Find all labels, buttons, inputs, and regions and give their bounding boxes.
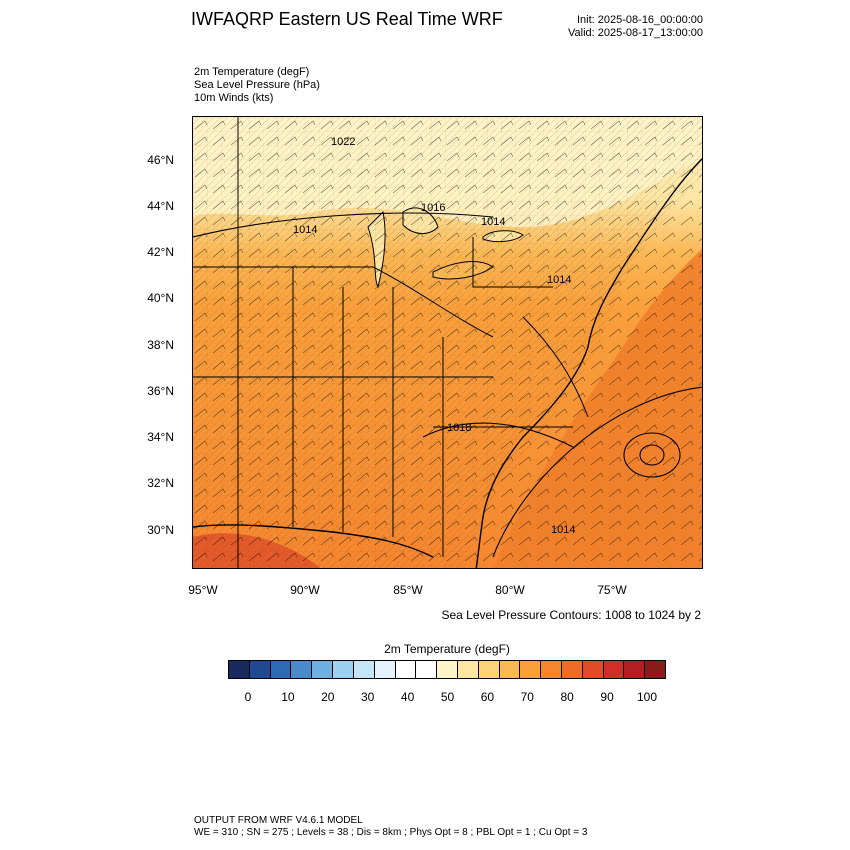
pressure-label: 1018 <box>447 422 471 434</box>
plot-title: IWFAQRP Eastern US Real Time WRF <box>191 9 503 29</box>
lon-label: 95°W <box>188 583 218 597</box>
colorbar-label: 20 <box>321 690 335 704</box>
colorbar-swatch <box>333 661 354 678</box>
state-borders <box>193 117 589 568</box>
gulf-coastline <box>193 524 434 558</box>
colorbar-swatch <box>624 661 646 678</box>
colorbar-label: 90 <box>600 690 614 704</box>
colorbar-swatch <box>562 661 583 678</box>
colorbar-label: 40 <box>400 690 415 704</box>
init-time: Init: 2025-08-16_00:00:00 <box>577 14 703 26</box>
colorbar-label: 100 <box>636 690 658 704</box>
pressure-label: 1014 <box>551 524 575 536</box>
colorbar-swatch <box>582 661 604 678</box>
colorbar-swatch <box>374 661 396 678</box>
field-label-winds: 10m Winds (kts) <box>194 92 274 104</box>
colorbar-title: 2m Temperature (degF) <box>384 642 510 656</box>
atlantic-coastline <box>475 158 702 568</box>
colorbar-swatch <box>478 661 500 678</box>
colorbar-swatch <box>645 661 666 678</box>
colorbar-label: 70 <box>520 690 534 704</box>
lat-label: 34°N <box>147 430 174 444</box>
colorbar-swatch <box>541 661 562 678</box>
field-label-temperature: 2m Temperature (degF) <box>194 66 310 78</box>
colorbar-label: 0 <box>244 690 252 704</box>
colorbar-label: 50 <box>440 690 455 704</box>
field-label-pressure: Sea Level Pressure (hPa) <box>194 79 320 91</box>
colorbar-swatch <box>249 661 271 678</box>
lat-label: 44°N <box>147 199 174 213</box>
lat-label: 46°N <box>147 153 174 167</box>
lat-label: 38°N <box>147 338 174 352</box>
colorbar-swatch <box>270 661 292 678</box>
colorbar-swatch <box>312 661 334 678</box>
lon-label: 80°W <box>495 583 525 597</box>
pressure-label: 1022 <box>331 136 355 148</box>
lat-label: 30°N <box>147 523 174 537</box>
weather-map: 1022 1016 1014 1014 1014 1018 1014 <box>192 116 703 569</box>
colorbar-swatch <box>520 661 542 678</box>
wind-barbs <box>193 117 702 568</box>
colorbar-swatch <box>603 661 625 678</box>
pressure-label: 1016 <box>421 202 445 214</box>
valid-time: Valid: 2025-08-17_13:00:00 <box>568 27 703 39</box>
lat-label: 42°N <box>147 245 174 259</box>
map-svg: 1022 1016 1014 1014 1014 1018 1014 <box>193 117 702 568</box>
colorbar-label: 60 <box>480 690 495 704</box>
lon-label: 90°W <box>290 583 320 597</box>
lon-label: 75°W <box>597 583 627 597</box>
colorbar-swatch <box>499 661 521 678</box>
colorbar <box>228 660 666 679</box>
pressure-label: 1014 <box>481 216 505 228</box>
colorbar-swatch <box>395 661 417 678</box>
colorbar-swatch <box>291 661 313 678</box>
lon-label: 85°W <box>393 583 423 597</box>
colorbar-swatch <box>416 661 438 678</box>
colorbar-swatch <box>353 661 375 678</box>
colorbar-label: 30 <box>361 690 375 704</box>
footer-model: OUTPUT FROM WRF V4.6.1 MODEL <box>194 815 363 826</box>
lat-label: 32°N <box>147 476 174 490</box>
pressure-contours <box>193 212 702 558</box>
contour-note: Sea Level Pressure Contours: 1008 to 102… <box>441 608 702 622</box>
lat-label: 40°N <box>147 291 174 305</box>
colorbar-swatch <box>437 661 458 678</box>
footer-settings: WE = 310 ; SN = 275 ; Levels = 38 ; Dis … <box>194 827 588 838</box>
colorbar-swatch <box>229 661 250 678</box>
colorbar-label: 80 <box>560 690 574 704</box>
pressure-label: 1014 <box>293 224 317 236</box>
pressure-label: 1014 <box>547 274 571 286</box>
lat-label: 36°N <box>147 384 174 398</box>
colorbar-label: 10 <box>281 690 295 704</box>
colorbar-swatch <box>457 661 479 678</box>
